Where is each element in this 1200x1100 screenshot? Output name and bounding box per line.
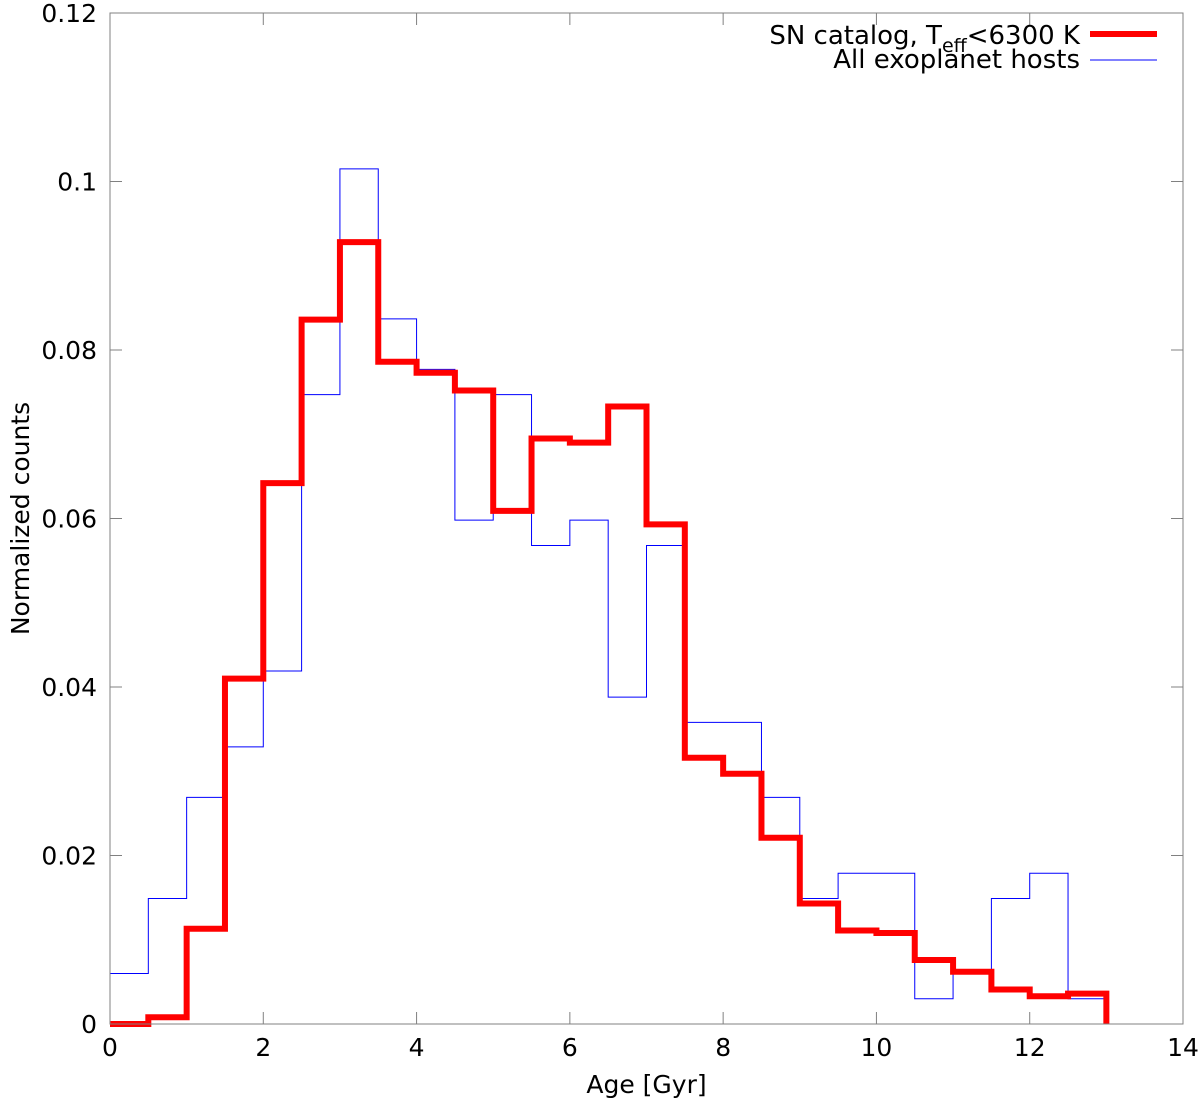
y-tick-label: 0.1	[57, 168, 97, 197]
x-tick-label: 14	[1167, 1033, 1199, 1062]
x-tick-label: 4	[409, 1033, 425, 1062]
x-tick-label: 2	[255, 1033, 271, 1062]
series-line-sn-catalog	[110, 239, 1110, 1027]
x-tick-label: 8	[715, 1033, 731, 1062]
x-axis-label: Age [Gyr]	[586, 1070, 706, 1099]
y-tick-label: 0.04	[41, 673, 97, 702]
y-tick-label: 0	[81, 1010, 97, 1039]
legend-label-exoplanet-hosts: All exoplanet hosts	[833, 45, 1080, 75]
y-tick-label: 0.12	[41, 0, 97, 28]
legend-label-sn-catalog: SN catalog, Teff<6300 K	[769, 21, 1081, 57]
series-layer	[109, 168, 1110, 1027]
series-line-exoplanet-hosts	[109, 168, 1107, 1024]
y-axis-label: Normalized counts	[6, 402, 35, 635]
axes-layer: 0 2 4 6 8 10 12 14 0 0.02 0.04 0.06 0.08 0.1 0.12	[41, 0, 1199, 1062]
x-tick-label: 0	[102, 1033, 118, 1062]
x-tick-label: 6	[562, 1033, 578, 1062]
y-tick-label: 0.02	[41, 842, 97, 871]
y-tick-label: 0.08	[41, 336, 97, 365]
x-tick-label: 10	[861, 1033, 893, 1062]
x-tick-label: 12	[1014, 1033, 1046, 1062]
y-tick-label: 0.06	[41, 505, 97, 534]
